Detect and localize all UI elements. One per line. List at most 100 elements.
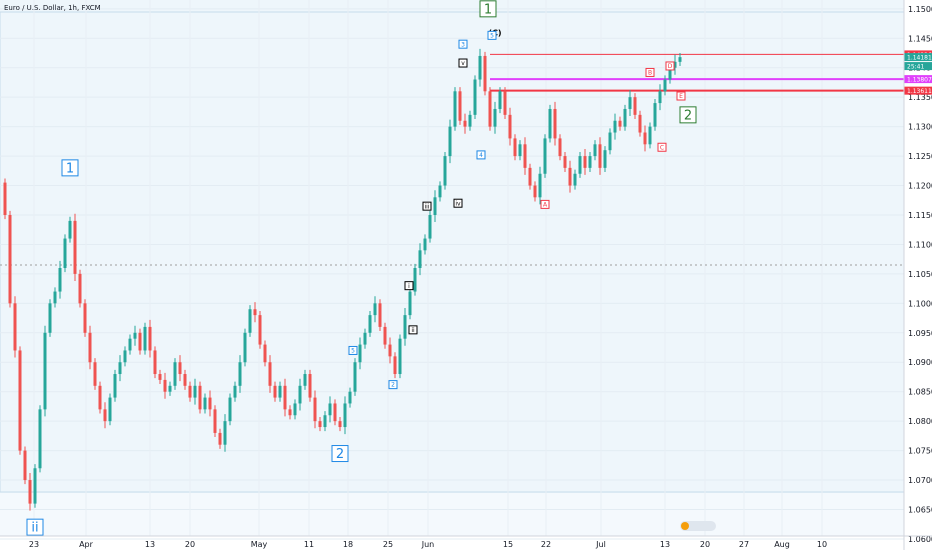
wave-label: A [540, 199, 550, 209]
candle-body [538, 173, 542, 198]
y-tick-label: 1.07500 [908, 447, 932, 456]
x-tick-label: 18 [343, 540, 353, 549]
candle-body [23, 450, 27, 481]
candle-body [38, 409, 42, 469]
candle-body [533, 185, 537, 198]
y-tick-label: 1.09000 [908, 358, 932, 367]
wave-label-box [645, 67, 655, 77]
wave-label: iii [422, 201, 432, 211]
candle-body [348, 391, 352, 404]
candle-body [28, 480, 32, 504]
candle-body [458, 91, 462, 121]
candle-body [313, 397, 317, 422]
wave-label: ii [408, 325, 418, 335]
candle-body [128, 338, 132, 351]
candle-body [373, 303, 377, 316]
price-tag-text: 1.13807 [907, 77, 932, 84]
wave-label-text: iii [424, 203, 429, 210]
candle-body [658, 91, 662, 104]
y-axis: 1.150001.145001.140001.135001.130001.125… [908, 5, 932, 544]
candle-body [673, 61, 677, 68]
wave-label: 2 [388, 380, 398, 390]
y-tick-label: 1.06500 [908, 505, 932, 514]
candle-body [148, 326, 152, 351]
candle-body [243, 332, 247, 363]
candle-body [593, 144, 597, 157]
x-tick-label: 13 [660, 540, 670, 549]
candle-body [633, 97, 637, 115]
wave-label-text: C [660, 144, 664, 151]
x-tick-label: 15 [503, 540, 513, 549]
candle-body [413, 268, 417, 292]
candle-body [353, 362, 357, 392]
wave-label-text: D [668, 63, 673, 70]
price-tag-text: 1.13611 [907, 88, 932, 95]
y-tick-label: 1.06000 [908, 535, 932, 544]
wave-label-box [679, 106, 697, 124]
candle-body [238, 362, 242, 386]
wave-label-text: ii [411, 327, 415, 334]
candle-body [58, 268, 62, 292]
candle-body [188, 385, 192, 398]
candle-body [578, 156, 582, 174]
candle-body [483, 55, 487, 92]
candle-body [488, 91, 492, 127]
x-tick-label: 20 [185, 540, 195, 549]
candle-body [363, 332, 367, 345]
wave-label-box [331, 445, 349, 463]
candle-body [568, 167, 572, 186]
x-tick-label: 10 [817, 540, 827, 549]
y-tick-label: 1.14500 [908, 34, 932, 43]
candle-body [178, 362, 182, 375]
candle-body [138, 332, 142, 351]
price-tag [904, 75, 932, 84]
candle-body [118, 362, 122, 375]
candle-body [318, 421, 322, 428]
wave-label-text: E [679, 93, 683, 100]
candle-body [438, 185, 442, 198]
wave-label-box [348, 345, 358, 355]
x-tick-label: 20 [700, 540, 710, 549]
x-tick-label: May [251, 540, 268, 549]
candle-body [3, 182, 7, 215]
x-tick-label: 27 [739, 540, 749, 549]
candle-body [433, 197, 437, 215]
candle-body [428, 214, 432, 239]
price-tag [904, 62, 932, 71]
candle-body [88, 332, 92, 363]
wave-label-text: iv [455, 200, 461, 207]
wave-label-box [453, 198, 463, 208]
wave-label: 4 [476, 150, 486, 160]
x-tick-label: 13 [145, 540, 155, 549]
x-tick-label: Aug [774, 540, 790, 549]
wave-label-text: B [648, 70, 652, 77]
candle-body [18, 350, 22, 451]
candle-body [248, 309, 252, 333]
candle-body [48, 303, 52, 333]
candle-body [613, 120, 617, 133]
wave-label: 5 [348, 345, 358, 355]
candle-body [398, 338, 402, 375]
candle-body [378, 303, 382, 327]
wave-label-text: 2 [391, 382, 395, 389]
candle-body [53, 291, 57, 304]
candle-body [63, 238, 67, 268]
candle-body [288, 409, 292, 416]
wave-label-box [61, 159, 79, 177]
wave-label-text: 5 [351, 348, 355, 355]
candle-body [583, 156, 587, 168]
wave-label-text: v [461, 60, 465, 67]
wave-label-box [388, 380, 398, 390]
candle-body [403, 315, 407, 339]
candle-body [393, 356, 397, 375]
price-tag-text: 25:41 [907, 64, 924, 71]
candle-body [123, 350, 127, 363]
candle-body [208, 397, 212, 410]
candle-body [133, 332, 137, 339]
candle-body [388, 344, 392, 357]
x-tick-label: Jul [595, 540, 606, 549]
candle-body [158, 374, 162, 380]
candle-body [358, 344, 362, 363]
